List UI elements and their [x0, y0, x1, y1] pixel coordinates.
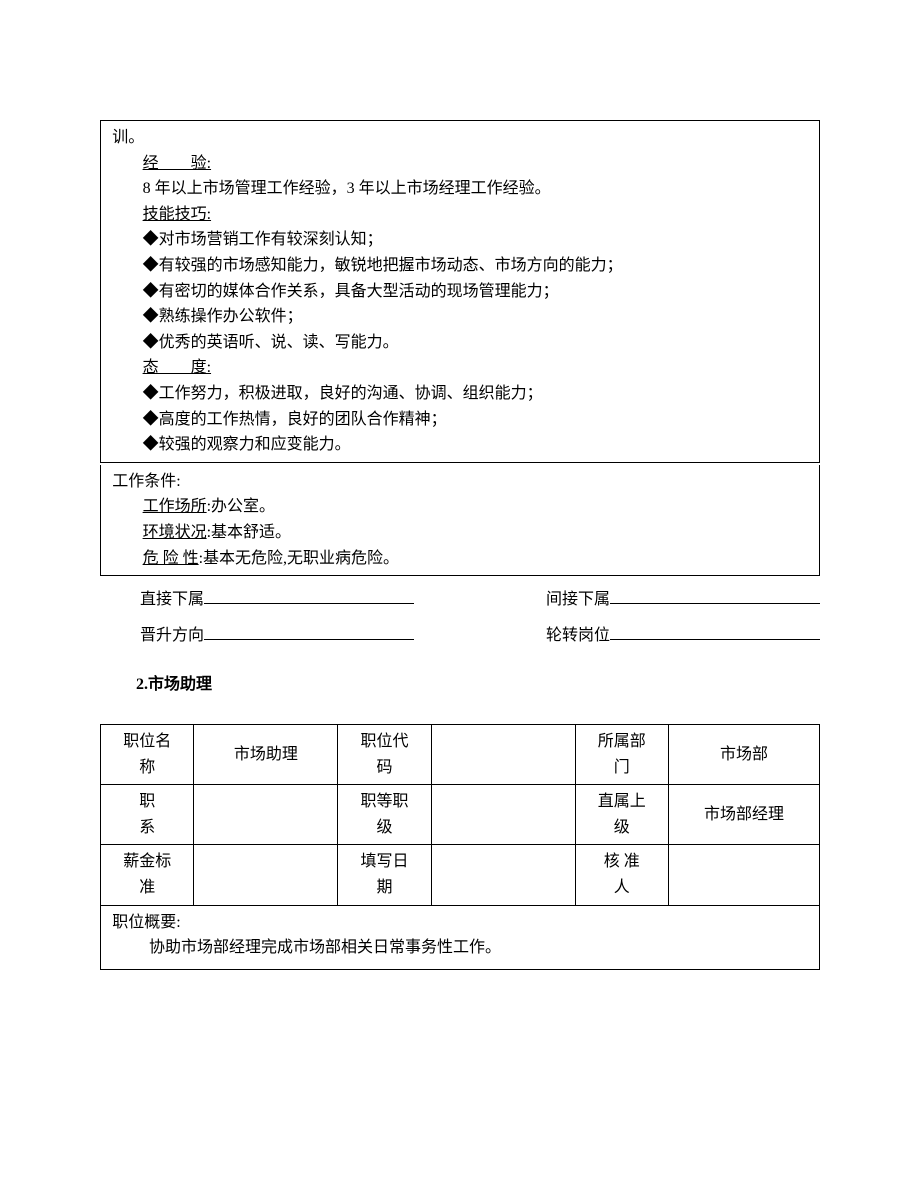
danger-row: 危 险 性:基本无危险,无职业病危险。 [109, 546, 811, 572]
work-conditions-title: 工作条件: [109, 469, 811, 495]
cell-department-value: 市场部 [669, 725, 820, 785]
qualifications-box: 训。 经 验: 8 年以上市场管理工作经验，3 年以上市场经理工作经验。 技能技… [100, 120, 820, 463]
environment-row: 环境状况:基本舒适。 [109, 520, 811, 546]
line-continuation: 训。 [109, 125, 811, 151]
work-conditions-box: 工作条件: 工作场所:办公室。 环境状况:基本舒适。 危 险 性:基本无危险,无… [100, 465, 820, 576]
section-2-heading: 2.市场助理 [100, 648, 820, 706]
workplace-label: 工作场所 [143, 498, 207, 515]
danger-label: 危 险 性 [143, 550, 199, 567]
experience-label: 经 验: [109, 151, 811, 177]
cell-position-name-value: 市场助理 [194, 725, 338, 785]
cell-salary-value[interactable] [194, 845, 338, 905]
cell-supervisor-label: 直属上级 [575, 785, 668, 845]
fill-row-1: 直接下属 间接下属 [100, 586, 820, 612]
skills-label: 技能技巧: [109, 202, 811, 228]
cell-salary-label: 薪金标准 [101, 845, 194, 905]
workplace-row: 工作场所:办公室。 [109, 494, 811, 520]
cell-job-family-label: 职系 [101, 785, 194, 845]
skill-item: ◆熟练操作办公软件； [109, 304, 811, 330]
cell-grade-value[interactable] [431, 785, 575, 845]
cell-approver-label: 核 准人 [575, 845, 668, 905]
cell-position-name-label: 职位名称 [101, 725, 194, 785]
skill-item: ◆对市场营销工作有较深刻认知； [109, 227, 811, 253]
workplace-value: :办公室。 [207, 498, 275, 515]
cell-department-label: 所属部门 [575, 725, 668, 785]
attitude-item: ◆高度的工作热情，良好的团队合作精神； [109, 407, 811, 433]
indirect-subordinate-field: 间接下属 [546, 586, 820, 612]
rotation-field: 轮转岗位 [546, 622, 820, 648]
attitude-item: ◆较强的观察力和应变能力。 [109, 432, 811, 458]
cell-approver-value[interactable] [669, 845, 820, 905]
position-grid: 职位名称 市场助理 职位代码 所属部门 市场部 职系 职等职级 直属上级 市场部… [100, 724, 820, 906]
table-row: 职系 职等职级 直属上级 市场部经理 [101, 785, 820, 845]
blank-line[interactable] [204, 586, 414, 604]
summary-body: 协助市场部经理完成市场部相关日常事务性工作。 [109, 935, 811, 961]
environment-value: :基本舒适。 [207, 524, 291, 541]
danger-value: :基本无危险,无职业病危险。 [199, 550, 399, 567]
cell-date-label: 填写日期 [338, 845, 431, 905]
summary-label: 职位概要: [109, 910, 811, 936]
skill-item: ◆有较强的市场感知能力，敏锐地把握市场动态、市场方向的能力； [109, 253, 811, 279]
fill-row-2: 晋升方向 轮转岗位 [100, 622, 820, 648]
cell-job-family-value[interactable] [194, 785, 338, 845]
promotion-field: 晋升方向 [140, 622, 414, 648]
skill-item: ◆优秀的英语听、说、读、写能力。 [109, 330, 811, 356]
blank-line[interactable] [610, 622, 820, 640]
attitude-item: ◆工作努力，积极进取，良好的沟通、协调、组织能力； [109, 381, 811, 407]
rotation-label: 轮转岗位 [546, 623, 610, 649]
cell-supervisor-value: 市场部经理 [669, 785, 820, 845]
document-page: 训。 经 验: 8 年以上市场管理工作经验，3 年以上市场经理工作经验。 技能技… [0, 0, 920, 1030]
environment-label: 环境状况 [143, 524, 207, 541]
table-row: 薪金标准 填写日期 核 准人 [101, 845, 820, 905]
blank-line[interactable] [204, 622, 414, 640]
cell-date-value[interactable] [431, 845, 575, 905]
spacer [100, 706, 820, 724]
skill-item: ◆有密切的媒体合作关系，具备大型活动的现场管理能力； [109, 279, 811, 305]
direct-subordinate-label: 直接下属 [140, 587, 204, 613]
table-row: 职位名称 市场助理 职位代码 所属部门 市场部 [101, 725, 820, 785]
direct-subordinate-field: 直接下属 [140, 586, 414, 612]
indirect-subordinate-label: 间接下属 [546, 587, 610, 613]
cell-position-code-value[interactable] [431, 725, 575, 785]
cell-position-code-label: 职位代码 [338, 725, 431, 785]
experience-text: 8 年以上市场管理工作经验，3 年以上市场经理工作经验。 [109, 176, 811, 202]
promotion-label: 晋升方向 [140, 623, 204, 649]
blank-line[interactable] [610, 586, 820, 604]
cell-grade-label: 职等职级 [338, 785, 431, 845]
attitude-label: 态 度: [109, 355, 811, 381]
position-summary-box: 职位概要: 协助市场部经理完成市场部相关日常事务性工作。 [100, 906, 820, 970]
